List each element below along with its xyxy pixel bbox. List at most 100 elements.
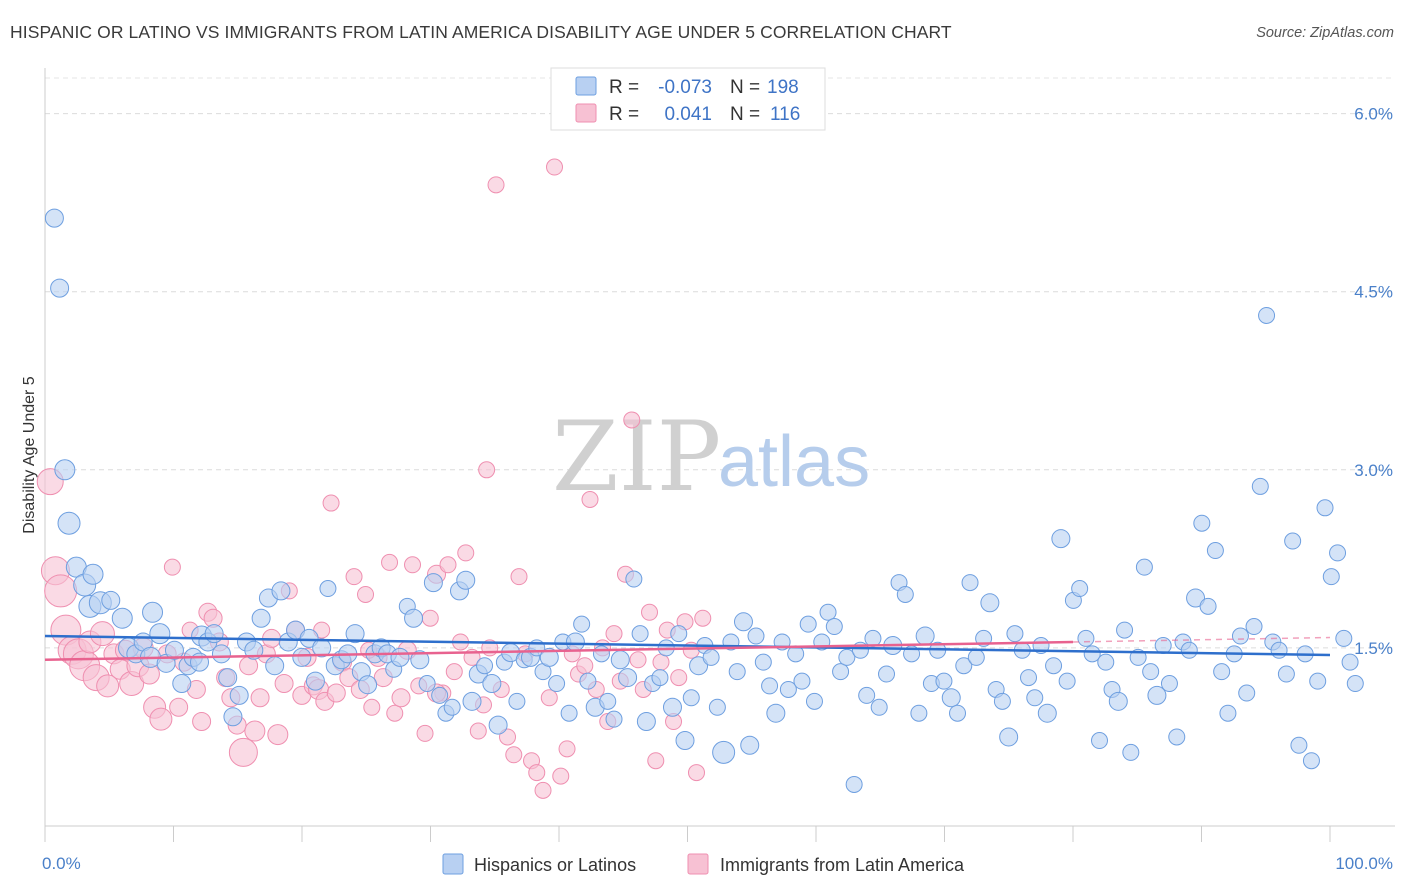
immigrants-point-58 — [381, 553, 399, 571]
hispanics-point-64 — [462, 691, 482, 711]
hispanics-point-196 — [1316, 499, 1334, 517]
hispanics-point-88 — [618, 668, 638, 688]
immigrants-point-69 — [445, 663, 463, 681]
hispanics-point-187 — [1258, 306, 1276, 324]
hispanics-point-125 — [858, 686, 876, 704]
hispanics-point-201 — [1346, 675, 1364, 693]
hispanics-point-141 — [961, 574, 979, 592]
immigrants-point-107 — [670, 669, 688, 687]
hispanics-point-142 — [967, 648, 985, 666]
hispanics-point-192 — [1290, 736, 1308, 754]
immigrants-point-59 — [386, 704, 404, 722]
hispanics-point-108 — [747, 627, 765, 645]
hispanics-point-105 — [728, 663, 746, 681]
hispanics-point-153 — [1037, 703, 1057, 723]
hispanics-point-119 — [819, 603, 837, 621]
hispanics-point-81 — [573, 615, 591, 633]
hispanics-point-133 — [910, 704, 928, 722]
immigrants-point-52 — [345, 568, 363, 586]
hispanics-point-57 — [418, 675, 436, 693]
hispanics-point-93 — [651, 669, 669, 687]
hispanics-point-148 — [1006, 625, 1024, 643]
legend-n-value-1: 198 — [767, 77, 799, 98]
hispanics-point-140 — [955, 657, 973, 675]
x-tick-label-0: 0.0% — [42, 854, 81, 873]
hispanics-point-42 — [319, 580, 337, 598]
series-hispanics-points — [44, 208, 1364, 793]
immigrants-point-65 — [421, 609, 439, 627]
legend-top: R = -0.073 N = 198 R = 0.041 N = 116 — [550, 67, 826, 131]
legend-n-label-2: N = — [730, 104, 760, 125]
immigrants-point-87 — [552, 767, 570, 785]
hispanics-point-107 — [740, 735, 760, 755]
hispanics-point-172 — [1160, 675, 1178, 693]
hispanics-point-117 — [805, 692, 823, 710]
hispanics-point-162 — [1097, 653, 1115, 671]
hispanics-point-189 — [1270, 641, 1288, 659]
immigrants-point-88 — [558, 740, 576, 758]
hispanics-point-128 — [878, 665, 896, 683]
hispanics-point-16 — [149, 623, 171, 645]
hispanics-point-0 — [44, 208, 64, 228]
hispanics-point-146 — [993, 692, 1011, 710]
immigrants-point-73 — [469, 722, 487, 740]
hispanics-point-175 — [1180, 641, 1198, 659]
immigrants-point-92 — [581, 490, 599, 508]
hispanics-point-103 — [712, 740, 736, 764]
immigrants-point-64 — [416, 724, 434, 742]
immigrants-point-68 — [439, 556, 457, 574]
hispanics-point-27 — [218, 668, 238, 688]
y-tick-label-0: 1.5% — [1354, 639, 1393, 658]
hispanics-point-166 — [1122, 743, 1140, 761]
hispanics-point-169 — [1142, 663, 1160, 681]
bottom-legend-label-1: Hispanics or Latinos — [474, 855, 636, 875]
immigrants-point-60 — [391, 688, 411, 708]
hispanics-point-200 — [1341, 653, 1359, 671]
hispanics-point-90 — [631, 625, 649, 643]
chart-title: HISPANIC OR LATINO VS IMMIGRANTS FROM LA… — [10, 22, 952, 42]
legend-bottom: Hispanics or Latinos Immigrants from Lat… — [442, 853, 965, 875]
hispanics-point-127 — [870, 698, 888, 716]
hispanics-point-134 — [915, 626, 935, 646]
hispanics-point-185 — [1245, 618, 1263, 636]
hispanics-point-58 — [423, 573, 443, 593]
immigrants-point-48 — [322, 494, 340, 512]
hispanics-point-199 — [1335, 629, 1353, 647]
hispanics-point-138 — [941, 688, 961, 708]
hispanics-point-25 — [211, 644, 231, 664]
y-tick-label-1: 3.0% — [1354, 461, 1393, 480]
hispanics-point-106 — [733, 612, 753, 632]
immigrants-point-22 — [169, 697, 189, 717]
hispanics-point-29 — [229, 685, 249, 705]
hispanics-point-34 — [265, 656, 285, 676]
hispanics-point-181 — [1219, 704, 1237, 722]
hispanics-point-84 — [592, 645, 610, 663]
hispanics-point-97 — [675, 731, 695, 751]
bottom-legend-swatch-pink — [687, 853, 709, 875]
immigrants-point-86 — [546, 158, 564, 176]
hispanics-point-19 — [172, 674, 192, 694]
tick-labels: 1.5% 3.0% 4.5% 6.0% 0.0% 100.0% — [42, 105, 1393, 873]
hispanics-point-18 — [164, 640, 184, 660]
legend-r-label-1: R = — [609, 77, 639, 98]
immigrants-point-103 — [647, 752, 665, 770]
hispanics-point-113 — [779, 680, 797, 698]
hispanics-point-180 — [1213, 663, 1231, 681]
hispanics-point-150 — [1020, 669, 1038, 687]
hispanics-point-161 — [1091, 732, 1109, 750]
immigrants-point-49 — [326, 683, 346, 703]
hispanics-point-85 — [599, 692, 617, 710]
hispanics-point-63 — [456, 570, 476, 590]
hispanics-point-178 — [1199, 597, 1217, 615]
hispanics-point-79 — [560, 704, 578, 722]
hispanics-point-32 — [251, 608, 271, 628]
hispanics-point-158 — [1071, 580, 1089, 598]
hispanics-point-82 — [579, 672, 597, 690]
hispanics-point-86 — [605, 710, 623, 728]
legend-n-value-2: 116 — [770, 104, 800, 125]
hispanics-point-194 — [1302, 752, 1320, 770]
hispanics-point-139 — [949, 704, 967, 722]
immigrants-point-112 — [478, 461, 496, 479]
hispanics-point-61 — [443, 698, 461, 716]
